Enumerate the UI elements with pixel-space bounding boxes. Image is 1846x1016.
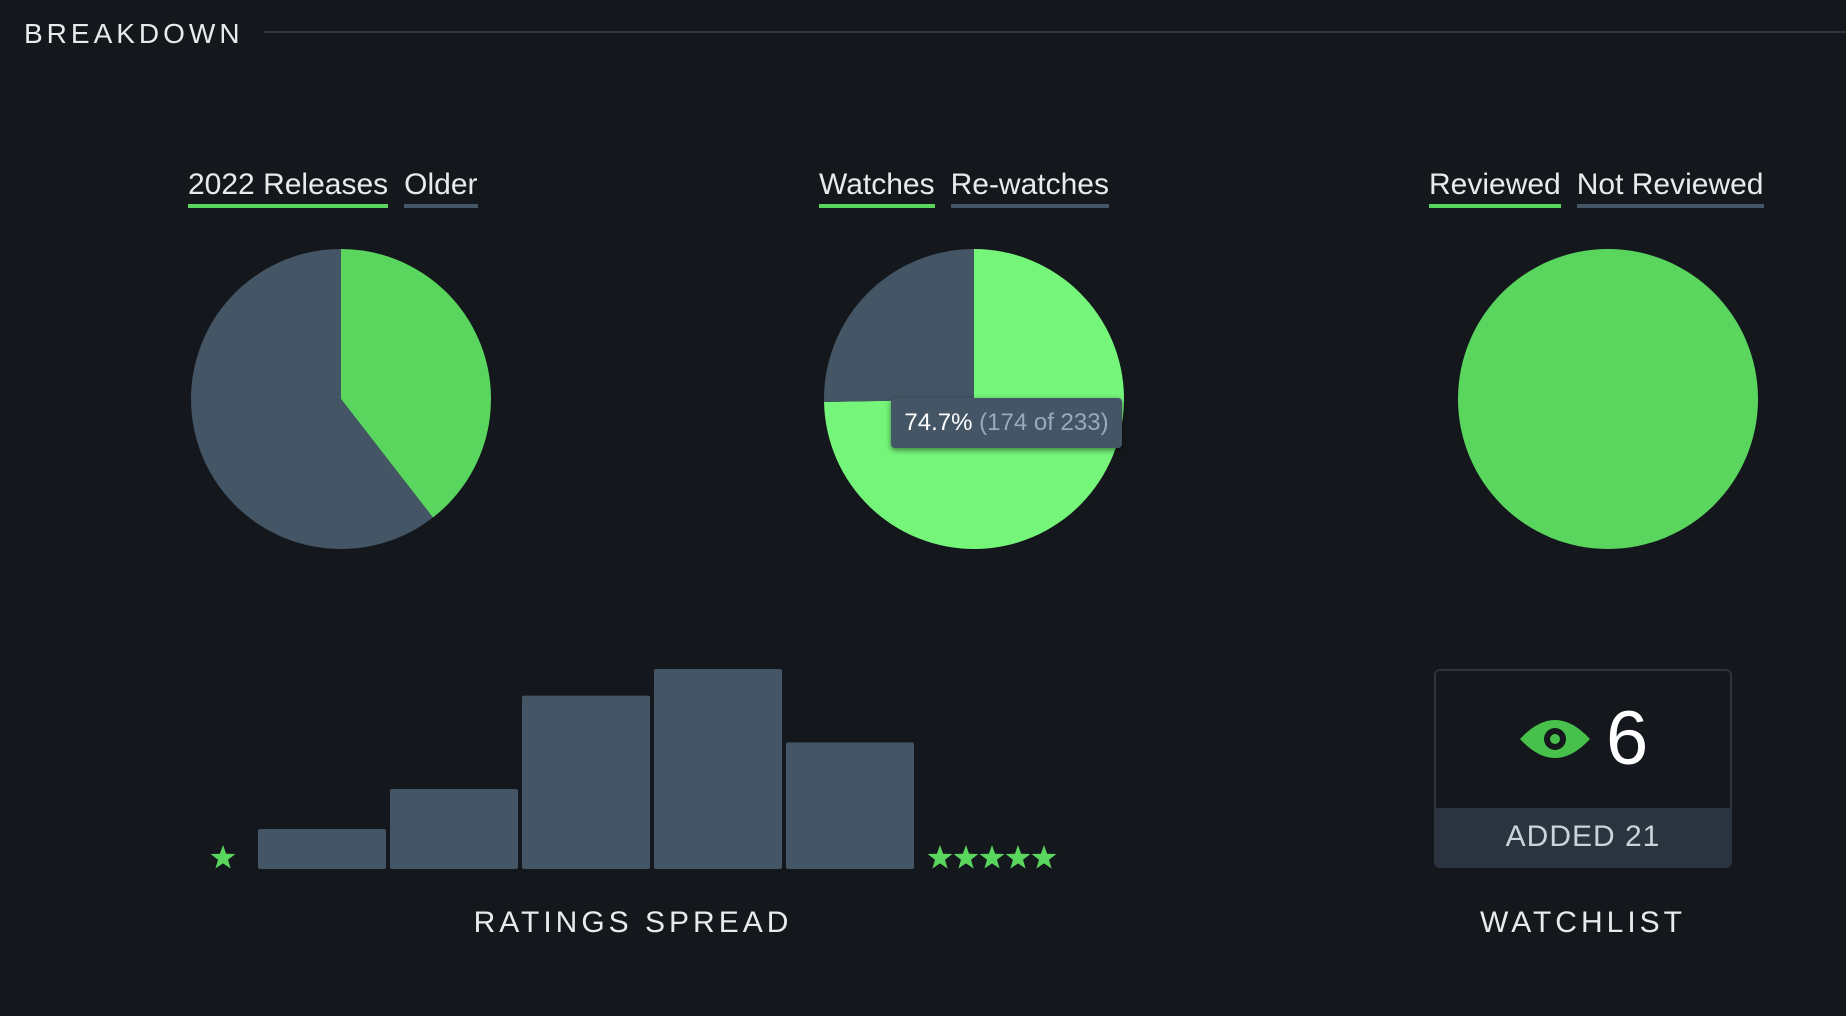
tooltip-percent: 74.7%	[904, 409, 973, 436]
eye-icon	[1520, 720, 1590, 758]
rating-bar-5[interactable]	[786, 742, 914, 869]
pie-slice-reviewed[interactable]	[1458, 249, 1758, 549]
releases-legend: 2022 Releases Older	[188, 168, 478, 208]
pie-slice-re-watches[interactable]	[824, 249, 974, 403]
rating-bar-2[interactable]	[390, 789, 518, 869]
watchlist-added: ADDED 21	[1436, 808, 1730, 866]
legend-2022-releases[interactable]: 2022 Releases	[188, 168, 389, 208]
section-title: BREAKDOWN	[24, 18, 244, 49]
ratings-spread-caption: RATINGS SPREAD	[473, 906, 793, 939]
pie-tooltip: 74.7% (174 of 233)	[891, 398, 1122, 448]
reviews-legend: Reviewed Not Reviewed	[1429, 168, 1764, 208]
watchlist-caption: WATCHLIST	[1480, 906, 1686, 939]
watches-legend: Watches Re-watches	[819, 168, 1109, 208]
legend-rewatches[interactable]: Re-watches	[950, 168, 1109, 208]
legend-watches[interactable]: Watches	[819, 168, 935, 208]
tooltip-detail: (174 of 233)	[979, 409, 1109, 436]
watchlist-card[interactable]: 6 ADDED 21	[1434, 669, 1732, 868]
releases-pie-chart	[191, 249, 492, 549]
watchlist-summary: 6	[1436, 671, 1730, 810]
section-divider	[264, 31, 1846, 33]
legend-older[interactable]: Older	[404, 168, 478, 208]
five-stars-icon	[927, 845, 1057, 869]
ratings-bars	[258, 669, 914, 869]
watchlist-count: 6	[1606, 696, 1649, 781]
ratings-spread-chart	[210, 669, 1057, 869]
section-header: BREAKDOWN	[24, 14, 1846, 54]
reviews-pie-chart	[1458, 249, 1758, 549]
legend-reviewed[interactable]: Reviewed	[1429, 168, 1561, 208]
rating-bar-1[interactable]	[258, 829, 386, 869]
rating-bar-4[interactable]	[654, 669, 782, 869]
pie-slice-2022-releases[interactable]	[341, 249, 492, 518]
rating-bar-3[interactable]	[522, 695, 650, 869]
pie-slice-older[interactable]	[191, 249, 433, 549]
star-icon	[210, 845, 236, 869]
legend-not-reviewed[interactable]: Not Reviewed	[1576, 168, 1764, 208]
